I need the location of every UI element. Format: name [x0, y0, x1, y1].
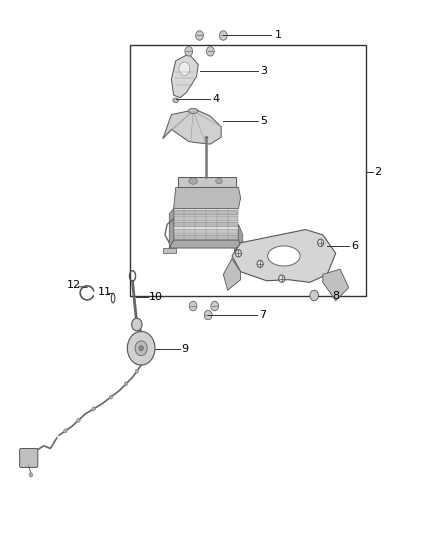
Circle shape: [211, 301, 219, 311]
Polygon shape: [173, 188, 240, 208]
Text: 7: 7: [259, 310, 266, 320]
Ellipse shape: [216, 179, 222, 184]
Circle shape: [318, 239, 324, 246]
Circle shape: [310, 290, 318, 301]
Ellipse shape: [179, 62, 190, 75]
Text: 2: 2: [374, 166, 381, 176]
Circle shape: [279, 275, 285, 282]
Circle shape: [77, 418, 80, 422]
Ellipse shape: [268, 246, 300, 266]
Circle shape: [204, 310, 212, 320]
Text: 9: 9: [181, 344, 188, 354]
Circle shape: [92, 407, 95, 411]
Bar: [131, 45, 366, 295]
FancyBboxPatch shape: [20, 448, 38, 467]
Circle shape: [127, 332, 155, 365]
Circle shape: [29, 473, 32, 477]
Polygon shape: [163, 248, 176, 253]
Polygon shape: [238, 224, 243, 248]
Polygon shape: [223, 259, 240, 290]
Polygon shape: [169, 240, 243, 248]
Polygon shape: [232, 230, 336, 282]
Circle shape: [236, 249, 241, 257]
Polygon shape: [173, 222, 238, 228]
Text: 12: 12: [67, 280, 81, 290]
Circle shape: [257, 260, 263, 268]
Text: 6: 6: [351, 241, 358, 252]
Circle shape: [124, 382, 128, 386]
Polygon shape: [173, 229, 238, 234]
Circle shape: [206, 46, 214, 56]
Circle shape: [135, 369, 138, 373]
Polygon shape: [178, 177, 236, 188]
Polygon shape: [171, 54, 198, 98]
Text: 8: 8: [332, 290, 339, 301]
Circle shape: [189, 301, 197, 311]
Polygon shape: [173, 216, 238, 221]
Polygon shape: [173, 235, 238, 240]
Polygon shape: [173, 209, 238, 215]
Text: 3: 3: [260, 66, 267, 76]
Polygon shape: [169, 208, 173, 248]
Circle shape: [196, 31, 203, 40]
Ellipse shape: [173, 98, 179, 103]
Polygon shape: [234, 248, 247, 253]
Circle shape: [132, 318, 142, 331]
Ellipse shape: [189, 178, 198, 184]
Text: 11: 11: [98, 287, 112, 297]
Polygon shape: [323, 269, 349, 301]
Text: 5: 5: [260, 116, 267, 126]
Circle shape: [219, 31, 227, 40]
Circle shape: [135, 341, 147, 356]
Circle shape: [139, 345, 143, 351]
Circle shape: [64, 429, 67, 433]
Ellipse shape: [188, 108, 198, 114]
Circle shape: [109, 395, 113, 399]
Text: 4: 4: [212, 94, 219, 104]
Text: 10: 10: [149, 292, 163, 302]
Text: 1: 1: [274, 30, 281, 41]
Circle shape: [185, 46, 193, 56]
Polygon shape: [163, 109, 221, 144]
